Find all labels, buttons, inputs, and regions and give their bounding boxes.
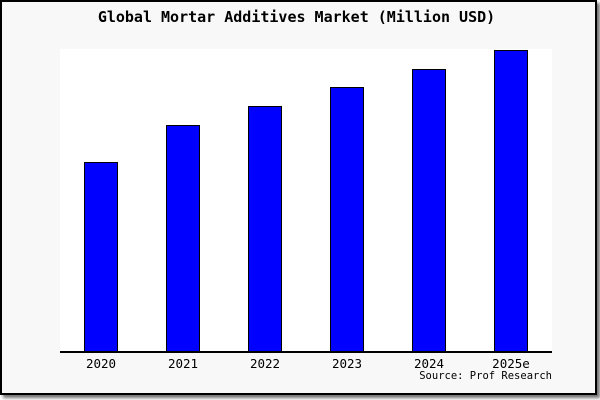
bar-2025e — [494, 50, 528, 351]
plot-area — [60, 49, 552, 353]
bar-2023 — [330, 87, 364, 351]
bar-2021 — [166, 125, 200, 351]
source-credit: Source: Prof Research — [419, 370, 552, 382]
bar-2022 — [248, 106, 282, 351]
bar-2020 — [84, 162, 118, 351]
x-tick-2021: 2021 — [167, 356, 199, 371]
x-tick-2024: 2024 — [413, 356, 445, 371]
x-tick-2020: 2020 — [85, 356, 117, 371]
x-tick-2025e: 2025e — [492, 356, 530, 371]
x-axis-labels: 2020 2021 2022 2023 2024 2025e — [60, 356, 552, 372]
bar-2024 — [412, 69, 446, 351]
chart-title: Global Mortar Additives Market (Million … — [97, 8, 496, 26]
x-tick-2023: 2023 — [331, 356, 363, 371]
x-tick-2022: 2022 — [249, 356, 281, 371]
